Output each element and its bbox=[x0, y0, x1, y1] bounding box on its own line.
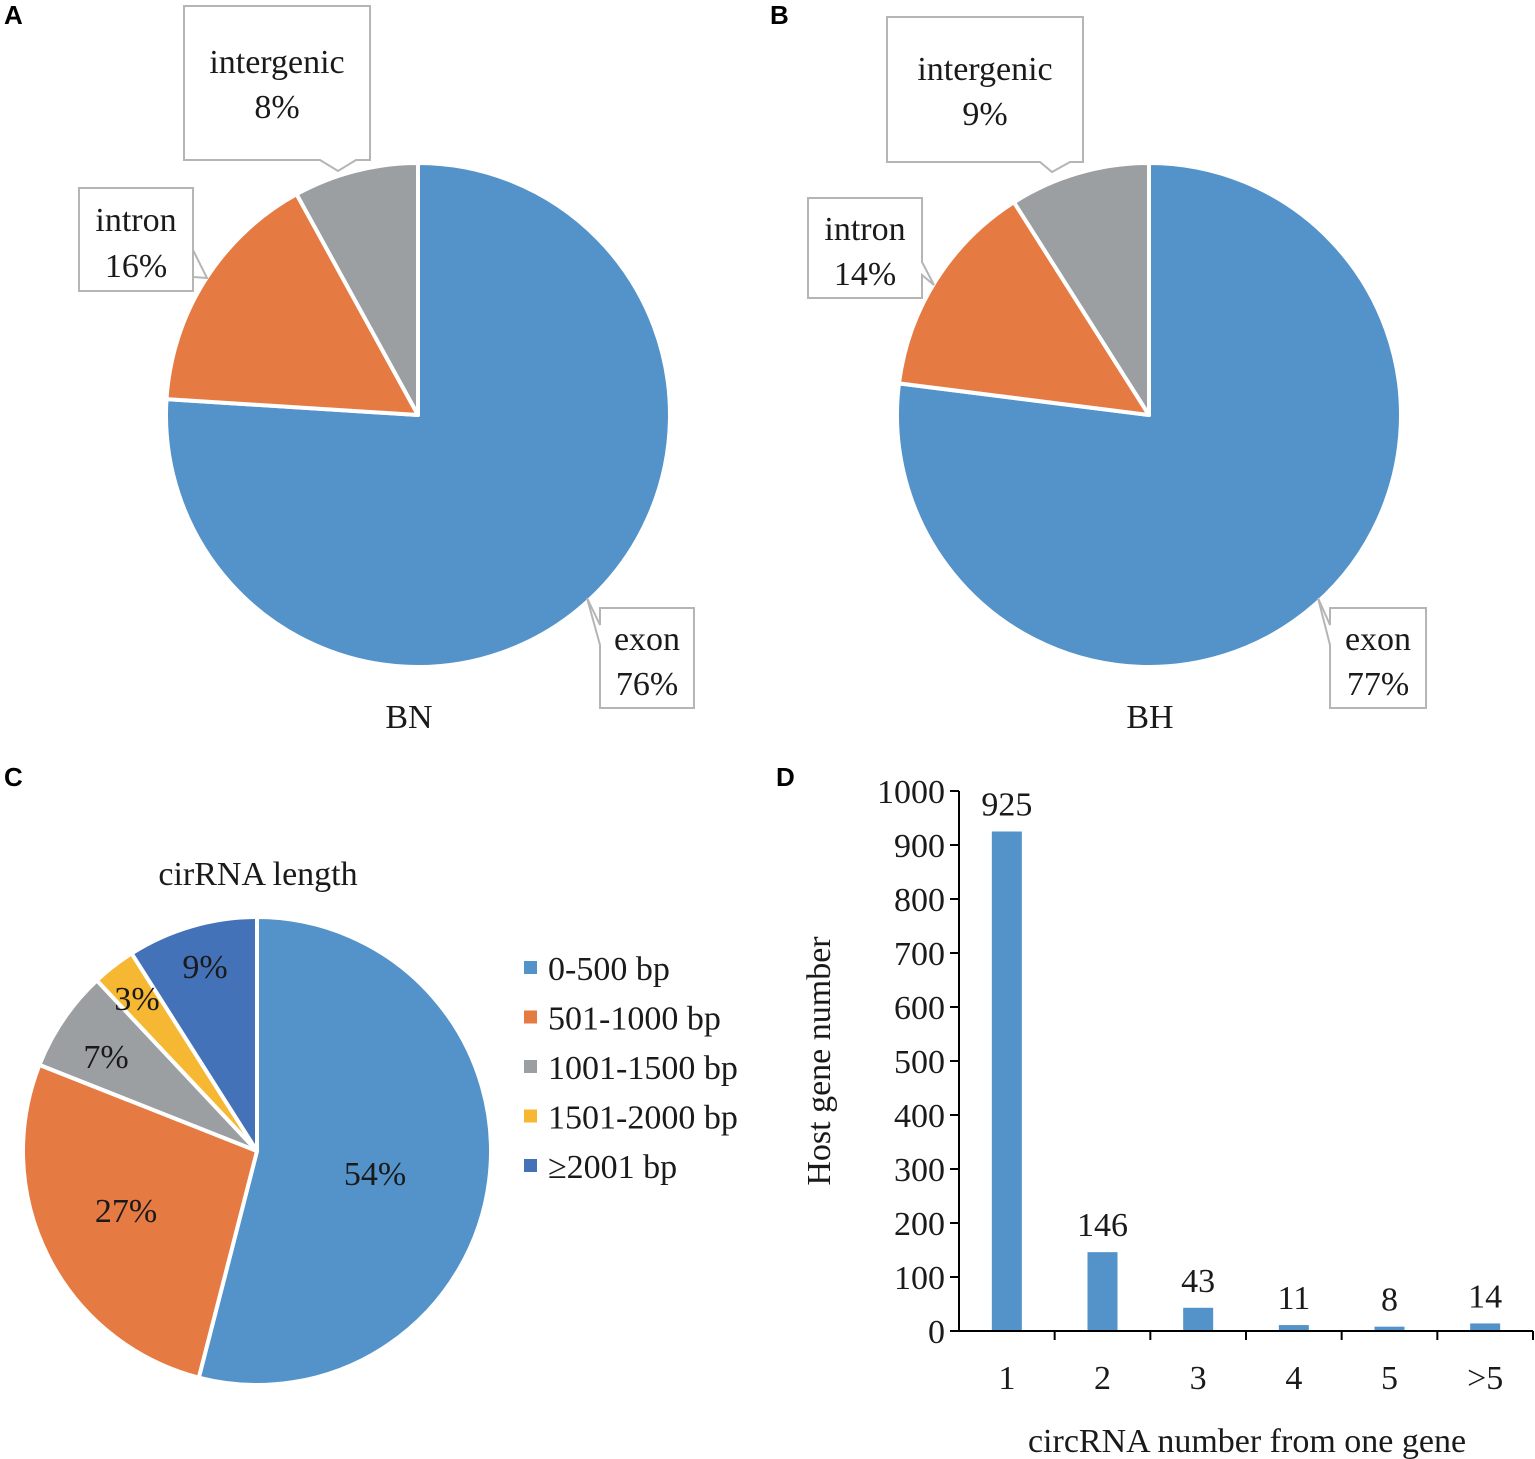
slice-label: intergenic bbox=[209, 44, 344, 81]
legend-swatch bbox=[524, 1060, 537, 1073]
slice-value-label: 76% bbox=[616, 666, 678, 703]
bar bbox=[1183, 1307, 1214, 1331]
slice-value-label: 9% bbox=[962, 96, 1007, 133]
callout-intergenic-bn: intergenic 8% bbox=[183, 5, 371, 173]
callout-box bbox=[78, 187, 209, 292]
legend-swatch bbox=[524, 961, 537, 974]
y-tick-label: 800 bbox=[894, 882, 945, 919]
bar-value-label: 11 bbox=[1277, 1280, 1310, 1317]
pie-title-bn: BN bbox=[385, 699, 432, 736]
callout-box bbox=[586, 597, 695, 709]
bar bbox=[991, 831, 1022, 1331]
pie-title-length: cirRNA length bbox=[158, 856, 357, 893]
pie-title-bh: BH bbox=[1126, 699, 1173, 736]
slice-label: exon bbox=[614, 621, 680, 658]
x-tick-label: 3 bbox=[1190, 1360, 1207, 1397]
callout-exon-bh: exon 77% bbox=[1317, 597, 1427, 709]
slice-value-label: 77% bbox=[1347, 666, 1409, 703]
y-tick-label: 300 bbox=[894, 1152, 945, 1189]
pie-chart-bh: exon 77% intron 14% intergenic 9% BH bbox=[807, 16, 1427, 736]
slice-value-label: 54% bbox=[344, 1156, 406, 1193]
pie-a-slices bbox=[164, 161, 672, 669]
x-tick-label: 1 bbox=[998, 1360, 1015, 1397]
y-tick-label: 200 bbox=[894, 1206, 945, 1243]
panel-letter-d: D bbox=[776, 762, 795, 792]
pie-slice-intron bbox=[896, 200, 1151, 417]
pie-slice--2001-bp bbox=[129, 915, 259, 1153]
pie-b-slices bbox=[895, 161, 1403, 669]
pie-slice-501-1000-bp bbox=[21, 1062, 259, 1380]
legend-swatch bbox=[524, 1010, 537, 1024]
bar-chart-host-gene: 0 100 200 300 400 500 600 700 800 900 1000 925 146 4… bbox=[801, 774, 1534, 1459]
pie-chart-bn: exon 76% intron 16% intergenic 8% BN bbox=[78, 5, 695, 736]
bar bbox=[1374, 1326, 1405, 1331]
slice-value-label: 8% bbox=[254, 89, 299, 126]
legend-label: 1501-2000 bp bbox=[548, 1100, 738, 1137]
bar bbox=[1087, 1252, 1118, 1331]
pie-c-slices bbox=[21, 915, 493, 1387]
pie-slice-intron bbox=[164, 192, 420, 417]
legend-label: 1001-1500 bp bbox=[548, 1050, 738, 1087]
y-axis-ticks: 0 100 200 300 400 500 600 700 800 900 1000 bbox=[877, 774, 959, 1351]
bar bbox=[1470, 1323, 1501, 1331]
y-tick-label: 600 bbox=[894, 990, 945, 1027]
callout-exon-bn: exon 76% bbox=[586, 597, 695, 709]
slice-value-label: 3% bbox=[114, 981, 159, 1018]
callout-box bbox=[1317, 597, 1427, 709]
bar-value-label: 925 bbox=[981, 787, 1032, 824]
x-axis-ticks: 1 2 3 4 5 >5 bbox=[998, 1331, 1534, 1397]
panel-letter-b: B bbox=[770, 0, 789, 30]
x-tick-label: >5 bbox=[1467, 1360, 1503, 1397]
slice-label: intron bbox=[95, 202, 176, 239]
bar-value-label: 8 bbox=[1381, 1282, 1398, 1319]
bar-value-label: 146 bbox=[1077, 1207, 1128, 1244]
y-axis-label: Host gene number bbox=[801, 936, 838, 1186]
bar-value-label: 43 bbox=[1181, 1263, 1215, 1300]
y-tick-label: 900 bbox=[894, 828, 945, 865]
callout-box bbox=[807, 197, 935, 299]
slice-label: intergenic bbox=[917, 51, 1052, 88]
bars: 925 146 43 11 8 14 bbox=[981, 787, 1502, 1331]
slice-label: intron bbox=[824, 211, 905, 248]
slice-value-label: 7% bbox=[83, 1039, 128, 1076]
y-tick-label: 700 bbox=[894, 936, 945, 973]
legend: 0-500 bp 501-1000 bp 1001-1500 bp 1501-2000… bbox=[524, 951, 738, 1186]
callout-intron-bn: intron 16% bbox=[78, 187, 209, 292]
y-tick-label: 500 bbox=[894, 1044, 945, 1081]
legend-label: 0-500 bp bbox=[548, 951, 670, 988]
x-tick-label: 4 bbox=[1285, 1360, 1302, 1397]
legend-label: ≥2001 bp bbox=[548, 1149, 677, 1186]
callout-box bbox=[886, 16, 1084, 174]
x-tick-label: 5 bbox=[1381, 1360, 1398, 1397]
x-axis-label: circRNA number from one gene bbox=[1028, 1423, 1466, 1459]
pie-slice-intergenic bbox=[1011, 161, 1151, 417]
callout-intergenic-bh: intergenic 9% bbox=[886, 16, 1084, 174]
pie-chart-length: cirRNA length 54% 27% 7% 3% 9% 0-500 bp 5… bbox=[21, 856, 738, 1387]
y-tick-label: 0 bbox=[928, 1314, 945, 1351]
y-tick-label: 100 bbox=[894, 1260, 945, 1297]
panel-letter-c: C bbox=[4, 762, 23, 792]
bar bbox=[1278, 1325, 1309, 1331]
slice-value-label: 16% bbox=[105, 248, 167, 285]
legend-label: 501-1000 bp bbox=[548, 1001, 721, 1038]
slice-value-label: 14% bbox=[834, 256, 896, 293]
slice-label: exon bbox=[1345, 621, 1411, 658]
callout-intron-bh: intron 14% bbox=[807, 197, 935, 299]
x-tick-label: 2 bbox=[1094, 1360, 1111, 1397]
slice-value-label: 9% bbox=[182, 949, 227, 986]
legend-swatch bbox=[524, 1159, 537, 1172]
slice-value-label: 27% bbox=[95, 1193, 157, 1230]
panel-letter-a: A bbox=[4, 0, 23, 30]
pie-slice-intergenic bbox=[294, 161, 420, 417]
y-tick-label: 1000 bbox=[877, 774, 945, 811]
legend-swatch bbox=[524, 1109, 537, 1123]
pie-slice-0-500-bp bbox=[196, 915, 493, 1387]
callout-box bbox=[183, 5, 371, 173]
bar-value-label: 14 bbox=[1468, 1278, 1502, 1315]
y-tick-label: 400 bbox=[894, 1098, 945, 1135]
